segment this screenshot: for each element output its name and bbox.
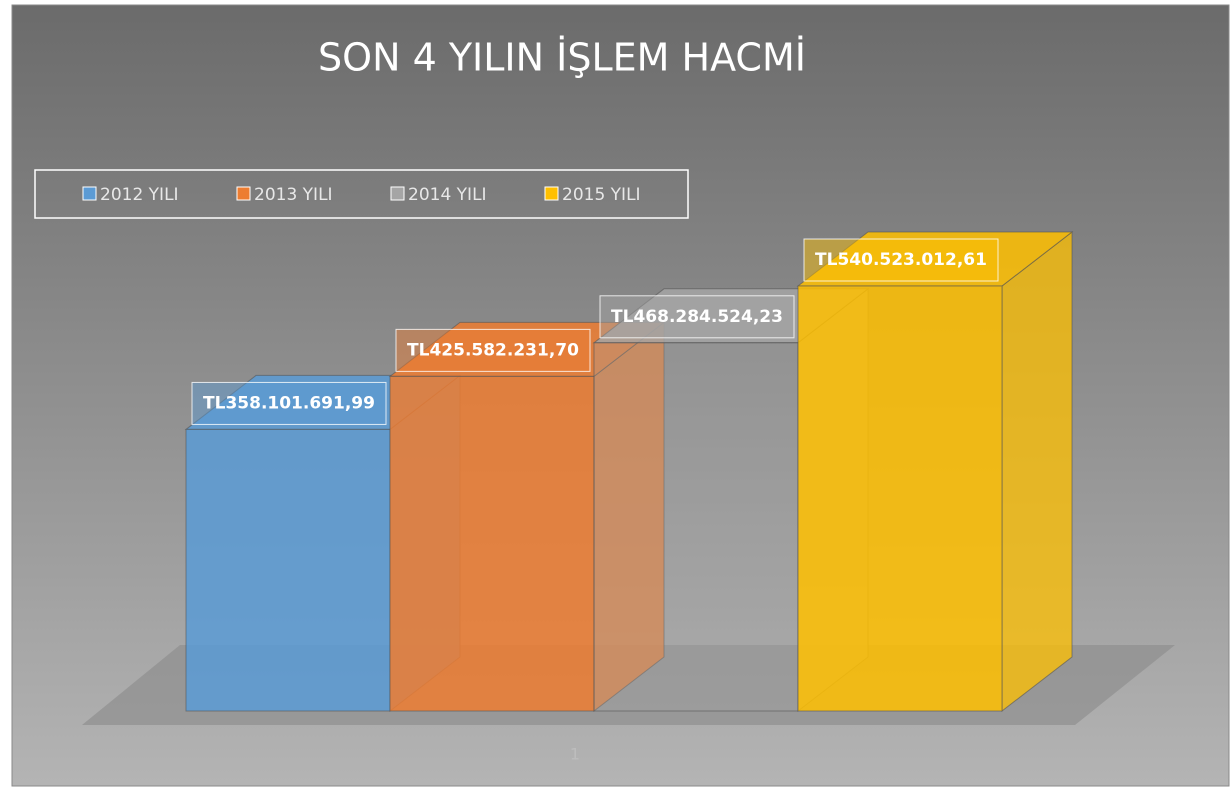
x-tick-label: 1 <box>570 745 580 764</box>
data-label-box <box>803 238 999 282</box>
data-label-box <box>191 381 387 425</box>
legend-label: 2015 YILI <box>562 185 641 205</box>
bar-side <box>1001 230 1073 713</box>
legend-label: 2013 YILI <box>254 185 333 205</box>
legend-label: 2014 YILI <box>408 185 487 205</box>
bar <box>796 230 1074 713</box>
data-label-box <box>599 295 795 339</box>
bar-front <box>389 375 595 712</box>
data-label: TL468.284.524,23 <box>611 307 783 327</box>
legend-swatch <box>390 186 405 201</box>
bar-front <box>185 428 391 712</box>
legend-box <box>34 169 689 219</box>
legend-swatch <box>82 186 97 201</box>
bar <box>388 321 666 713</box>
data-label: TL540.523.012,61 <box>815 250 987 270</box>
legend-label: 2012 YILI <box>100 185 179 205</box>
bar-front <box>797 285 1003 712</box>
data-label-box <box>395 328 591 372</box>
data-label: TL425.582.231,70 <box>407 340 579 360</box>
chart-title: SON 4 YILIN İŞLEM HACMİ <box>318 36 806 80</box>
data-label: TL358.101.691,99 <box>203 393 375 413</box>
bar-front <box>593 342 799 712</box>
legend-swatch <box>236 186 251 201</box>
legend-swatch <box>544 186 559 201</box>
